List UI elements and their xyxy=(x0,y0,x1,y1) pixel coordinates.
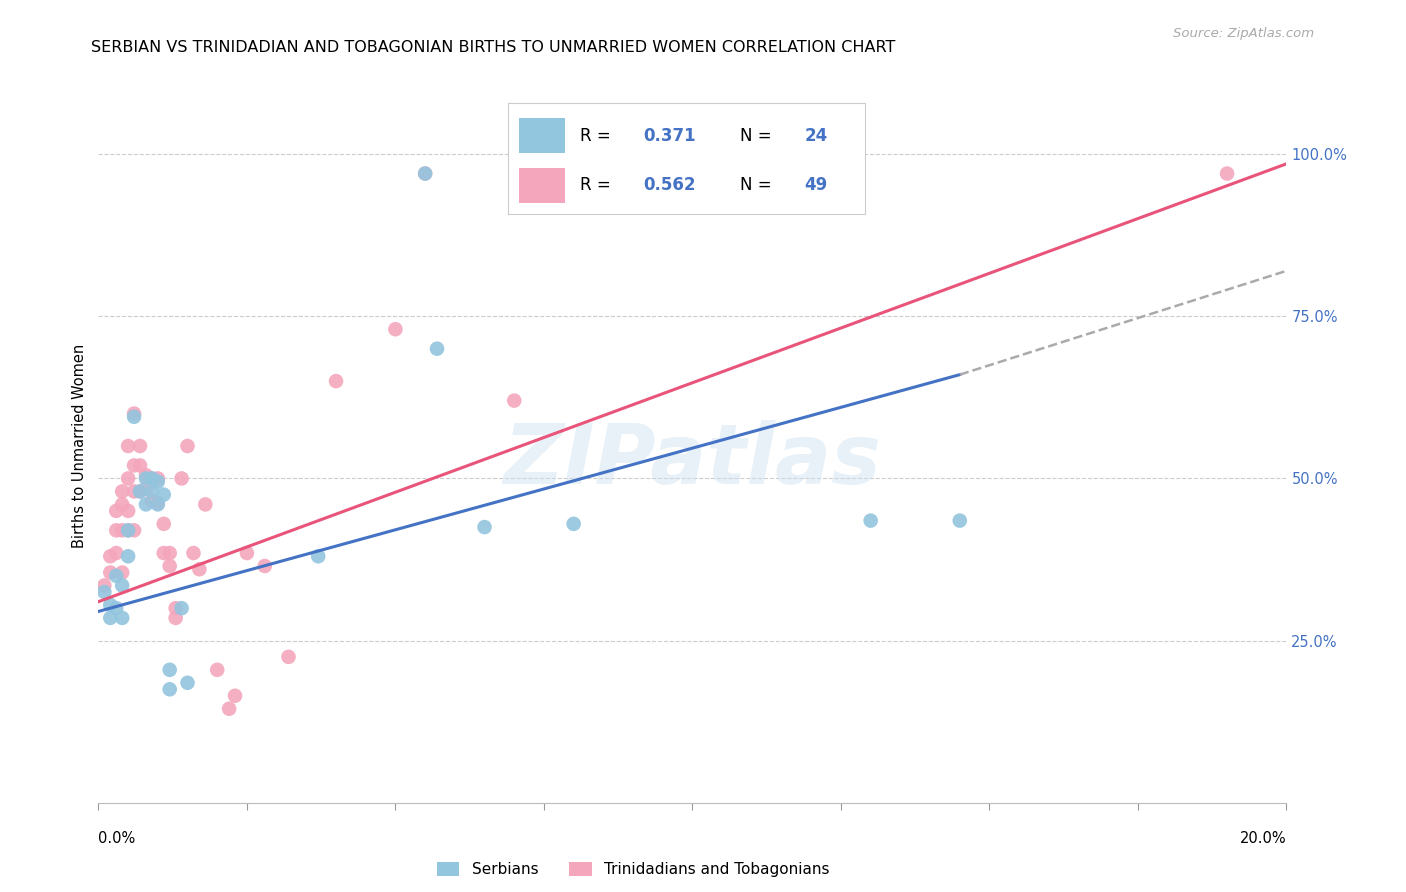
Y-axis label: Births to Unmarried Women: Births to Unmarried Women xyxy=(72,344,87,548)
Point xyxy=(194,497,217,511)
Text: SERBIAN VS TRINIDADIAN AND TOBAGONIAN BIRTHS TO UNMARRIED WOMEN CORRELATION CHAR: SERBIAN VS TRINIDADIAN AND TOBAGONIAN BI… xyxy=(91,40,896,55)
Point xyxy=(224,689,246,703)
Point xyxy=(105,568,128,582)
Text: Source: ZipAtlas.com: Source: ZipAtlas.com xyxy=(1174,27,1315,40)
Point xyxy=(98,549,121,564)
Point xyxy=(218,702,240,716)
Point xyxy=(141,494,163,508)
Legend: Serbians, Trinidadians and Tobagonians: Serbians, Trinidadians and Tobagonians xyxy=(437,863,830,877)
Point xyxy=(146,471,169,485)
Point xyxy=(253,559,276,574)
Point xyxy=(129,484,152,499)
Point xyxy=(165,601,187,615)
Point xyxy=(129,484,152,499)
Point xyxy=(111,566,134,580)
Point xyxy=(949,514,972,528)
Point xyxy=(105,524,128,538)
Point xyxy=(105,601,128,615)
Point xyxy=(117,471,139,485)
Text: ZIPatlas: ZIPatlas xyxy=(503,420,882,500)
Point xyxy=(146,496,169,510)
Point xyxy=(111,524,134,538)
Point xyxy=(105,546,128,560)
Point xyxy=(98,611,121,625)
Point xyxy=(93,578,115,592)
Point xyxy=(413,167,436,181)
Point xyxy=(146,497,169,511)
Point xyxy=(1216,167,1239,181)
Point xyxy=(117,524,139,538)
Point xyxy=(277,649,299,664)
Point xyxy=(135,471,157,485)
Point xyxy=(159,559,181,574)
Point xyxy=(122,409,145,424)
Point xyxy=(117,549,139,564)
Point xyxy=(183,546,205,560)
Point xyxy=(325,374,347,388)
Point xyxy=(93,585,115,599)
Point xyxy=(129,458,152,473)
Text: 20.0%: 20.0% xyxy=(1240,831,1286,846)
Point xyxy=(122,407,145,421)
Point xyxy=(141,471,163,485)
Point xyxy=(135,481,157,495)
Point xyxy=(165,611,187,625)
Point xyxy=(146,475,169,489)
Point xyxy=(111,578,134,592)
Point xyxy=(141,484,163,499)
Point xyxy=(859,514,882,528)
Point xyxy=(159,546,181,560)
Point xyxy=(141,471,163,485)
Point xyxy=(236,546,259,560)
Point xyxy=(98,598,121,612)
Point xyxy=(111,484,134,499)
Point xyxy=(176,675,198,690)
Point xyxy=(152,516,174,531)
Point xyxy=(111,497,134,511)
Point xyxy=(152,488,174,502)
Point xyxy=(111,611,134,625)
Point xyxy=(159,663,181,677)
Point xyxy=(503,393,526,408)
Point xyxy=(562,516,585,531)
Point xyxy=(159,682,181,697)
Point xyxy=(129,439,152,453)
Point xyxy=(122,484,145,499)
Point xyxy=(135,497,157,511)
Point xyxy=(307,549,329,564)
Point xyxy=(176,439,198,453)
Point xyxy=(474,520,496,534)
Point xyxy=(384,322,406,336)
Point xyxy=(122,458,145,473)
Point xyxy=(170,601,193,615)
Point xyxy=(98,566,121,580)
Point xyxy=(188,562,211,576)
Point xyxy=(170,471,193,485)
Point xyxy=(122,524,145,538)
Text: 0.0%: 0.0% xyxy=(98,831,135,846)
Point xyxy=(117,504,139,518)
Point xyxy=(207,663,229,677)
Point xyxy=(152,546,174,560)
Point xyxy=(117,439,139,453)
Point xyxy=(105,504,128,518)
Point xyxy=(413,167,436,181)
Point xyxy=(426,342,449,356)
Point xyxy=(117,524,139,538)
Point xyxy=(135,468,157,483)
